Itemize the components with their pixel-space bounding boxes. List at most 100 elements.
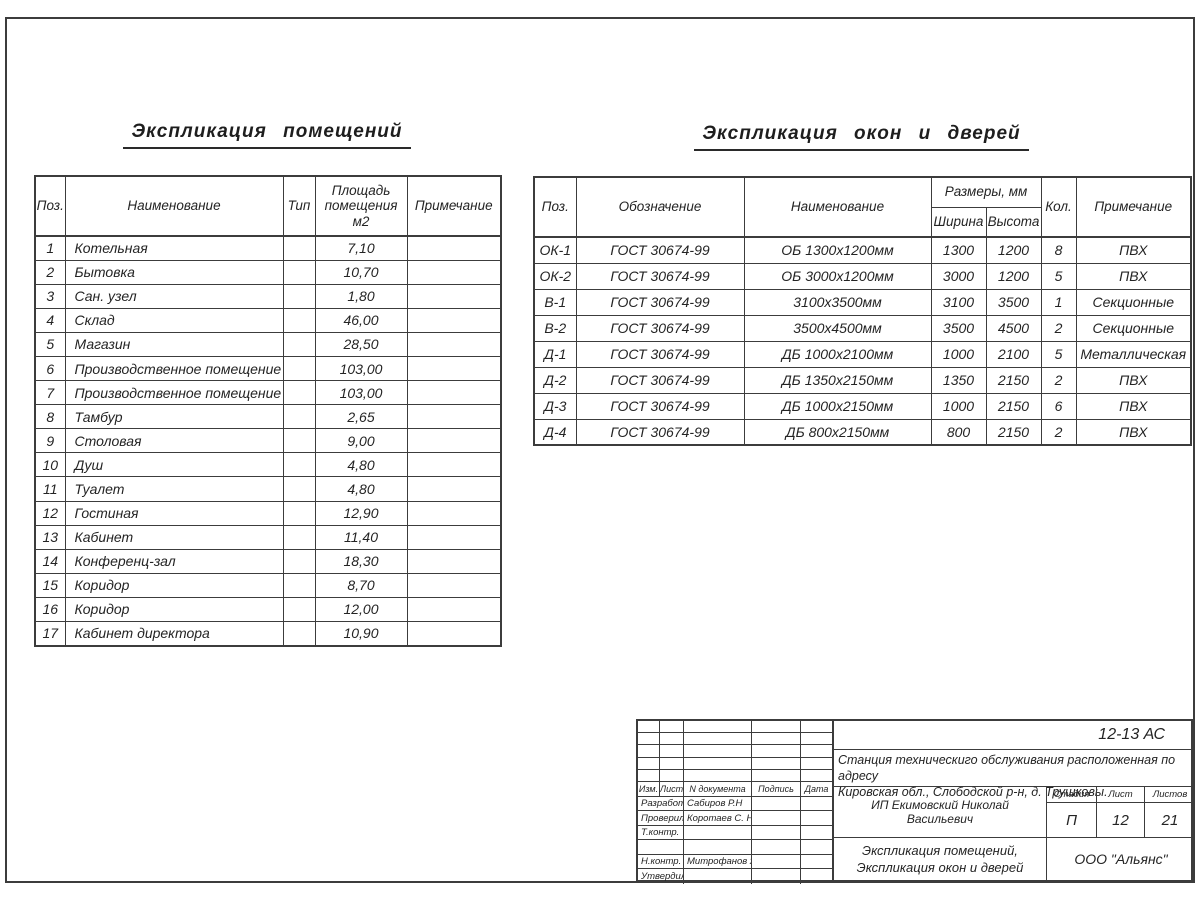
signature-role: Разработал (638, 796, 684, 812)
cell-pos: 9 (34, 428, 66, 454)
openings-table-body: ОК-1 ГОСТ 30674-99 ОБ 1300х1200мм 1300 1200 8… (533, 236, 1192, 446)
stage-label: Стадия (1047, 787, 1097, 803)
cell-pos: Д-2 (533, 366, 577, 394)
cell-pos: Д-3 (533, 392, 577, 420)
cell-pos: 11 (34, 476, 66, 502)
cell-name: Сан. узел (64, 283, 284, 309)
cell-width: 3500 (930, 314, 987, 342)
table-row: 9 Столовая 9,00 (34, 428, 502, 454)
cell-area: 12,90 (314, 500, 408, 526)
table-row: В-1 ГОСТ 30674-99 3100х3500мм 3100 3500 1 Секц… (533, 288, 1192, 316)
revision-empty-row (638, 733, 832, 746)
signature-name (684, 869, 752, 884)
cell-type (282, 283, 316, 309)
cell-pos: 2 (34, 259, 66, 285)
table-row: 7 Производственное помещение 103,00 (34, 380, 502, 406)
table-row: 8 Тамбур 2,65 (34, 404, 502, 430)
sheet-border-frame (5, 17, 1195, 883)
cell-qty: 8 (1040, 236, 1077, 264)
cell-designation: ГОСТ 30674-99 (575, 314, 745, 342)
cell-name: Гостиная (64, 500, 284, 526)
col-header-qty: Кол. (1040, 176, 1077, 238)
cell-designation: ГОСТ 30674-99 (575, 262, 745, 290)
cell-note (406, 572, 502, 598)
cell-height: 2150 (985, 392, 1042, 420)
title-block: Изм. Лист N документа Подпись Дата Разра… (636, 719, 1195, 884)
cell-width: 800 (930, 418, 987, 446)
cell-area: 9,00 (314, 428, 408, 454)
cell-area: 1,80 (314, 283, 408, 309)
cell-width: 1000 (930, 392, 987, 420)
document-code: 12-13 АС (834, 721, 1195, 750)
cell-pos: 7 (34, 380, 66, 406)
cell-note (406, 500, 502, 526)
cell-name: Тамбур (64, 404, 284, 430)
sheet-title: Экспликация помещений, Экспликация окон … (834, 838, 1047, 880)
stage-value: П (1047, 803, 1097, 838)
table-row: 1 Котельная 7,10 (34, 235, 502, 261)
cell-designation: ГОСТ 30674-99 (575, 418, 745, 446)
cell-note: ПВХ (1075, 262, 1192, 290)
cell-note (406, 596, 502, 623)
cell-area: 12,00 (314, 596, 408, 623)
table-row: 16 Коридор 12,00 (34, 596, 502, 623)
cell-name: ДБ 1350х2150мм (743, 366, 932, 394)
table-row: Д-3 ГОСТ 30674-99 ДБ 1000х2150мм 1000 2150 6 П… (533, 392, 1192, 420)
revision-empty-cell (684, 721, 752, 734)
cell-qty: 1 (1040, 288, 1077, 316)
revision-empty-rows (638, 721, 832, 782)
revision-empty-cell (801, 758, 832, 770)
cell-name: Котельная (64, 235, 284, 261)
cell-pos: 6 (34, 355, 66, 382)
cell-type (282, 380, 316, 406)
table-row: 3 Сан. узел 1,80 (34, 283, 502, 309)
rev-header-izm: Изм. (638, 781, 660, 797)
signature-role: Н.контр. (638, 854, 684, 870)
cell-area: 4,80 (314, 452, 408, 478)
cell-pos: ОК-1 (533, 236, 577, 264)
cell-area: 4,80 (314, 476, 408, 502)
cell-area: 103,00 (314, 380, 408, 406)
cell-area: 7,10 (314, 235, 408, 261)
signature-row (638, 840, 832, 855)
revision-empty-cell (638, 769, 660, 782)
revision-empty-cell (752, 733, 801, 746)
stage-sheet-grid: Стадия Лист Листов П 12 21 (1047, 787, 1195, 838)
title-block-revision-area: Изм. Лист N документа Подпись Дата Разра… (638, 721, 834, 884)
cell-note (406, 380, 502, 406)
col-header-name: Наименование (64, 175, 284, 237)
cell-note (406, 548, 502, 574)
table-row: 15 Коридор 8,70 (34, 572, 502, 598)
col-header-area: Площадь помещения м2 (314, 175, 408, 237)
revision-empty-cell (752, 757, 801, 770)
cell-note (406, 331, 502, 357)
revision-empty-cell (684, 769, 752, 782)
cell-qty: 2 (1040, 314, 1077, 342)
openings-header-row-1: Поз. Обозначение Наименование Размеры, м… (533, 176, 1192, 238)
revision-empty-row (638, 769, 832, 782)
revision-empty-cell (801, 721, 832, 734)
cell-area: 2,65 (314, 404, 408, 430)
cell-name: Конференц-зал (64, 548, 284, 574)
cell-name: 3100х3500мм (743, 288, 932, 316)
sheets-label: Листов (1145, 787, 1195, 803)
cell-note (406, 259, 502, 285)
signature-row: Утвердил (638, 869, 832, 884)
table-row: 6 Производственное помещение 103,00 (34, 355, 502, 382)
object-description: Станция техническиго обслуживания распол… (834, 750, 1195, 799)
cell-type (282, 620, 316, 647)
cell-qty: 2 (1040, 418, 1077, 446)
rooms-table: Поз. Наименование Тип Площадь помещения … (34, 175, 502, 647)
cell-width: 3000 (930, 262, 987, 290)
cell-note: ПВХ (1075, 392, 1192, 420)
cell-note (406, 620, 502, 647)
cell-width: 1350 (930, 366, 987, 394)
cell-pos: ОК-2 (533, 262, 577, 290)
cell-name: ДБ 1000х2150мм (743, 392, 932, 420)
cell-note (406, 428, 502, 454)
cell-designation: ГОСТ 30674-99 (575, 288, 745, 316)
cell-type (282, 452, 316, 478)
table-row: 2 Бытовка 10,70 (34, 259, 502, 285)
revision-empty-cell (660, 745, 684, 758)
